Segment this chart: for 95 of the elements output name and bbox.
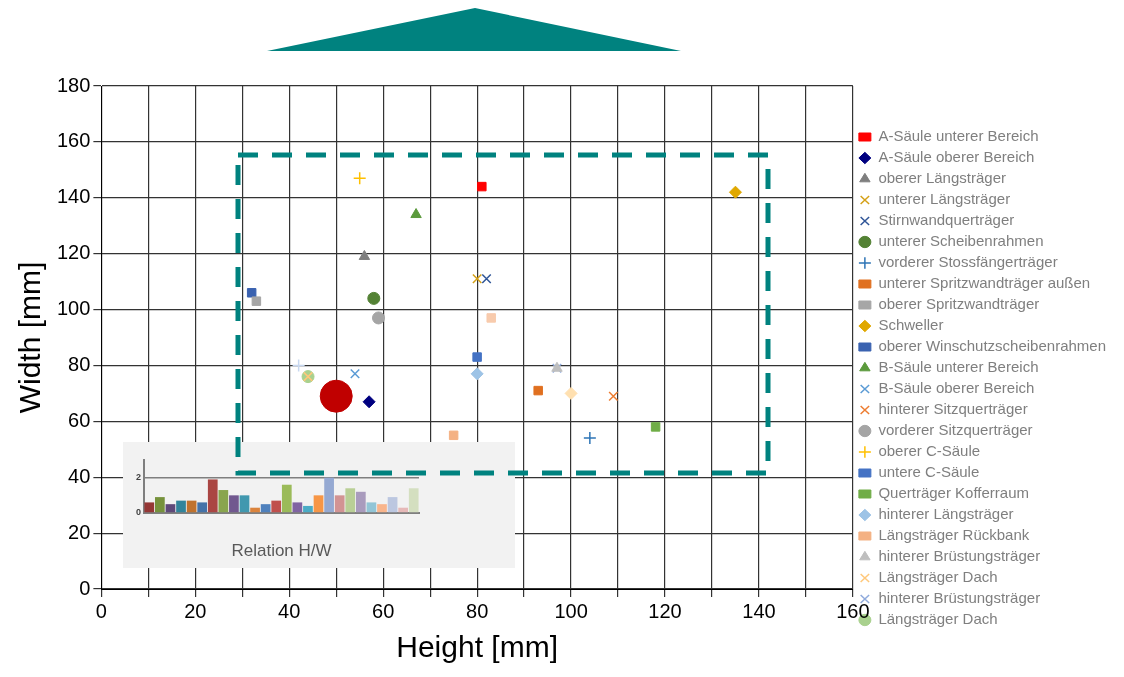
x-tick-label: 20 <box>184 599 207 622</box>
x-tick-label: 0 <box>95 599 107 622</box>
bar <box>387 497 398 513</box>
x-tick-label: 120 <box>648 599 682 622</box>
point <box>448 430 459 441</box>
point <box>728 185 742 199</box>
legend-label: Stirnwandquerträger <box>878 211 1015 229</box>
legend-label: untere C-Säule <box>878 463 980 481</box>
x-tick-label: 60 <box>372 599 395 622</box>
point <box>486 313 496 323</box>
legend-label: B-Säule oberer Bereich <box>878 379 1035 397</box>
bar <box>271 500 282 513</box>
legend-label: Längsträger Dach <box>878 568 998 586</box>
legend-label: vorderer Stossfängerträger <box>878 253 1058 271</box>
legend-label: oberer Winschutzscheibenrahmen <box>878 337 1107 355</box>
point <box>472 273 483 284</box>
bar <box>313 495 324 513</box>
x-tick-label: 140 <box>742 599 776 622</box>
legend-label: oberer Spritzwandträger <box>878 295 1040 313</box>
point <box>608 391 619 402</box>
x-tick-label: 100 <box>554 599 588 622</box>
y-tick-label: 80 <box>68 352 91 375</box>
point <box>251 296 262 306</box>
bar <box>207 479 218 513</box>
point <box>352 171 367 185</box>
legend-label: B-Säule unterer Bereich <box>878 358 1039 376</box>
point <box>410 208 422 219</box>
legend-label: oberer Längsträger <box>878 169 1006 187</box>
bar <box>176 500 186 513</box>
bar <box>377 504 387 513</box>
bar <box>303 505 313 513</box>
y-tick-label: 140 <box>56 185 91 208</box>
legend-label: unterer Scheibenrahmen <box>878 232 1044 250</box>
bar <box>197 502 208 513</box>
legend-label: A-Säule oberer Bereich <box>878 148 1035 166</box>
bar <box>408 488 419 513</box>
legend-label: hinterer Brüstungsträger <box>878 589 1041 607</box>
y-tick-label: 2 <box>135 472 142 483</box>
point <box>650 422 661 432</box>
bar <box>218 490 229 513</box>
bar <box>366 502 377 513</box>
bar <box>398 507 408 513</box>
bar <box>324 477 334 513</box>
y-axis-title: Width [mm] <box>13 261 47 414</box>
bar <box>292 502 303 513</box>
point <box>533 385 543 396</box>
bar <box>281 484 292 513</box>
point <box>350 368 360 379</box>
legend-label: unterer Längsträger <box>878 190 1011 208</box>
y-tick-label: 20 <box>68 520 91 543</box>
point <box>362 395 376 409</box>
point <box>470 367 484 381</box>
point <box>477 181 487 192</box>
bar <box>144 502 155 513</box>
bar <box>239 495 250 513</box>
point <box>358 249 371 260</box>
legend-label: Längsträger Rückbank <box>878 526 1030 544</box>
legend-label: hinterer Brüstungsträger <box>878 547 1041 565</box>
x-axis-title: Relation H/W <box>231 541 332 561</box>
x-tick-label: 80 <box>466 599 489 622</box>
x-tick-label: 40 <box>278 599 301 622</box>
point <box>291 358 306 373</box>
legend-label: oberer C-Säule <box>878 442 981 460</box>
bar <box>229 495 239 513</box>
x-tick-label: 160 <box>836 599 870 622</box>
point <box>564 386 578 400</box>
legend-label: vorderer Sitzquerträger <box>878 421 1033 439</box>
point <box>583 431 597 445</box>
legend-label: A-Säule unterer Bereich <box>878 127 1039 145</box>
y-tick-label: 40 <box>68 464 91 487</box>
bar <box>165 504 176 513</box>
bar <box>155 497 165 513</box>
x-axis-title: Height [mm] <box>396 630 558 664</box>
point <box>246 288 257 298</box>
point <box>472 352 482 362</box>
bar <box>345 488 356 513</box>
bar <box>250 507 260 513</box>
legend-label: hinterer Längsträger <box>878 505 1014 523</box>
legend-label: hinterer Sitzquerträger <box>878 400 1028 418</box>
bar <box>334 495 345 513</box>
legend-label: unterer Spritzwandträger außen <box>878 274 1091 292</box>
bar <box>260 504 271 513</box>
y-tick-label: 100 <box>56 297 91 320</box>
point <box>371 311 385 325</box>
y-tick-label: 0 <box>79 576 91 599</box>
y-tick-label: 160 <box>56 129 91 152</box>
y-tick-label: 120 <box>56 241 91 264</box>
point <box>367 291 381 305</box>
bar <box>355 491 366 513</box>
point <box>481 273 492 284</box>
legend-label: Längsträger Dach <box>878 610 998 628</box>
y-tick-label: 180 <box>56 73 91 96</box>
y-tick-label: 60 <box>68 408 91 431</box>
legend-label: Querträger Kofferraum <box>878 484 1030 502</box>
legend-label: Schweller <box>878 316 944 334</box>
